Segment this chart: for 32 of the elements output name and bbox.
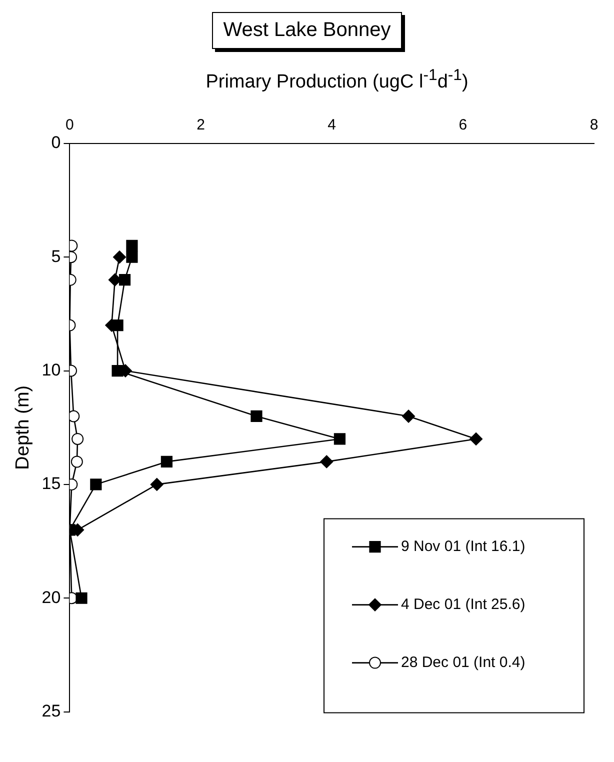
chart-title: West Lake Bonney bbox=[212, 12, 402, 49]
point bbox=[402, 410, 416, 424]
legend-label: 9 Nov 01 (Int 16.1) bbox=[401, 538, 526, 556]
point bbox=[113, 250, 126, 264]
y-tick-label: 5 bbox=[51, 247, 61, 266]
point bbox=[160, 456, 173, 468]
point bbox=[126, 252, 138, 264]
x-tick-label: 0 bbox=[66, 116, 74, 134]
x-tick-label: 8 bbox=[590, 116, 598, 134]
x-tick-label: 2 bbox=[196, 116, 205, 134]
point bbox=[76, 592, 88, 604]
point bbox=[126, 240, 138, 252]
y-axis-title: Depth (m) bbox=[12, 386, 34, 470]
y-tick-label: 0 bbox=[51, 133, 61, 152]
point bbox=[90, 478, 102, 491]
legend-label: 28 Dec 01 (Int 0.4) bbox=[401, 654, 526, 672]
point bbox=[112, 365, 124, 377]
y-tick-label: 20 bbox=[42, 588, 61, 608]
point bbox=[150, 478, 164, 492]
x-tick-label: 4 bbox=[328, 116, 336, 134]
point bbox=[112, 320, 124, 332]
point bbox=[470, 432, 483, 446]
x-axis-title: Primary Production (ugC l$^{-1}$d$^{-1}$) bbox=[204, 67, 470, 94]
point bbox=[320, 456, 334, 469]
legend-label: 4 Dec 01 (Int 25.6) bbox=[401, 596, 526, 614]
y-tick-label: 25 bbox=[42, 702, 61, 721]
y-tick-label: 10 bbox=[42, 360, 61, 380]
point bbox=[250, 410, 262, 422]
y-tick-label: 15 bbox=[42, 474, 61, 494]
x-tick-label: 6 bbox=[458, 116, 468, 134]
point bbox=[118, 274, 131, 286]
point bbox=[334, 433, 346, 446]
